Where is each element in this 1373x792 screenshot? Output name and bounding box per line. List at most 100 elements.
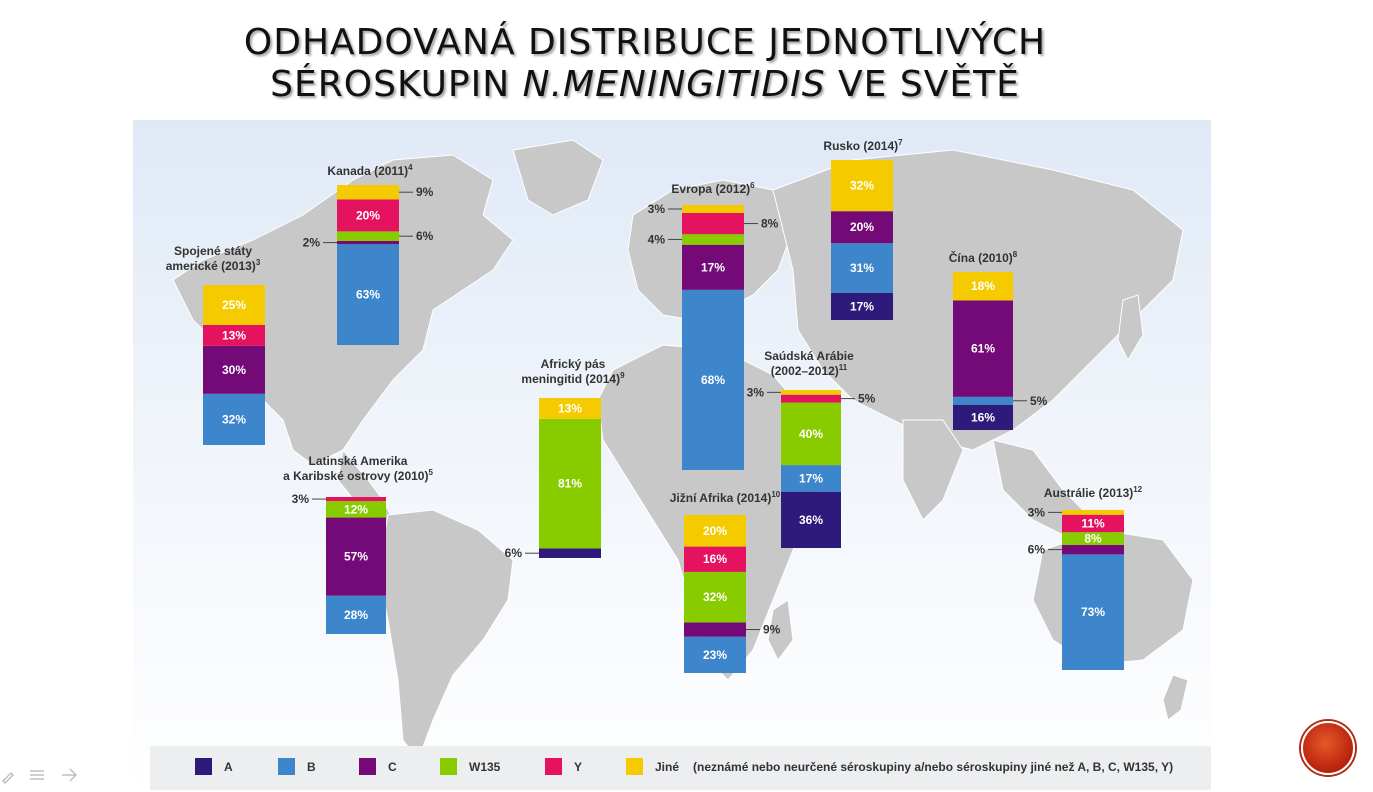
legend-label-y: Y [574,759,583,774]
region-label-sup: 5 [428,468,433,477]
segment-label: 30% [222,363,246,377]
callout-label: 5% [1030,394,1048,408]
region-label-line1: Saúdská Arábie [764,349,854,363]
legend-note: (neznámé nebo neurčené séroskupiny a/neb… [693,759,1174,774]
region-label-text: Evropa (2012) [671,182,750,196]
segment-label: 28% [344,608,368,622]
region-label-line1: Spojené státy [174,244,252,258]
callout-label: 3% [292,492,310,506]
segment-label: 20% [703,524,727,538]
region-label-sup: 10 [771,490,780,499]
legend-label-b: B [307,759,316,774]
bar-segment-b [684,636,746,673]
region-7: Rusko (2014)7 32% 20% 31% 17% [823,138,903,320]
region-label: Jižní Afrika (2014)10 [670,490,781,505]
bar-segment-w135 [1062,532,1124,545]
title-line-1: ODHADOVANÁ DISTRIBUCE JEDNOTLIVÝCH [243,22,1047,63]
bar-segment-a [953,404,1013,430]
region-label: Evropa (2012)6 [671,181,755,196]
legend-item-w135: W135 [440,758,500,775]
bar-segment-y [326,497,386,502]
callout-label: 8% [761,217,779,231]
region-label-line2: meningitid (2014) [521,372,620,386]
segment-label: 13% [222,328,246,342]
segment-label: 11% [1081,516,1105,530]
bar-segment-y [682,212,744,235]
bar-segment-c [953,300,1013,397]
bar-segment-c [337,241,399,245]
callout-label: 4% [648,232,666,246]
map-madagascar [767,599,794,661]
bar-segment-c [1062,544,1124,555]
segment-label: 8% [1084,532,1102,546]
legend-label-c: C [388,759,397,774]
menu-icon[interactable] [30,770,44,780]
map-greenland [512,139,604,216]
segment-label: 32% [703,590,727,604]
segment-label: 25% [222,298,246,312]
region-5: Jižní Afrika (2014)10 20% 16% 32% 23% 9% [670,490,781,673]
region-label-sup: 8 [1013,250,1018,259]
legend-item-c: C [359,758,397,775]
bar-segment-w135 [684,571,746,623]
bar-segment-w135 [539,418,601,549]
legend-swatch-b [278,758,295,775]
segment-label: 40% [799,427,823,441]
bar-segment-b [781,465,841,492]
legend-item-other: Jiné (neznámé nebo neurčené séroskupiny … [626,758,1173,775]
segment-label: 36% [799,513,823,527]
pen-icon[interactable] [1,771,15,785]
bar-segment-jiné [203,285,265,325]
region-label-text: Jižní Afrika (2014) [670,491,772,505]
region-label-text: Rusko (2014) [823,139,898,153]
segment-label: 17% [701,260,725,274]
slide-title: ODHADOVANÁ DISTRIBUCE JEDNOTLIVÝCH SÉROS… [130,22,1160,106]
region-label-line2: americké (2013) [166,259,256,273]
bar-segment-a [831,292,893,320]
segment-label: 17% [850,299,874,313]
callout-label: 3% [1028,505,1046,519]
title-line-2-a: SÉROSKUPIN [270,64,523,105]
bar-segment-b [203,393,265,445]
action-button[interactable] [1301,721,1355,775]
bar-segment-c [326,517,386,596]
bar-segment-jiné [337,185,399,200]
map-africa [597,344,824,681]
segment-label: 68% [701,373,725,387]
bar-segment-a [539,548,601,558]
bar-segment-jiné [682,205,744,213]
legend-item-a: A [195,758,233,775]
region-label: Spojené státy americké (2013)3 [166,244,261,273]
callout-label: 9% [763,623,781,637]
bar-segment-y [1062,514,1124,533]
segment-label: 31% [850,261,874,275]
segment-label: 63% [356,288,380,302]
bar-segment-c [203,345,265,394]
bar-segment-jiné [539,398,601,419]
legend-swatch-a [195,758,212,775]
region-9: Austrálie (2013)12 11% 8% 73% 3% 6% [1028,485,1143,670]
callout-label: 3% [747,385,765,399]
segment-label: 61% [971,342,995,356]
region-label-text: Austrálie (2013) [1044,486,1133,500]
map-south-america [377,509,514,762]
title-line-2: SÉROSKUPIN N.MENINGITIDIS VE SVĚTĚ [130,64,1160,106]
bar-segment-w135 [337,231,399,241]
region-6: Saúdská Arábie (2002–2012)11 40% 17% 36% 3% 5% [747,349,876,548]
region-label-text: Kanada (2011) [327,164,408,178]
next-arrow-icon[interactable] [62,768,78,782]
segment-label: 16% [703,552,727,566]
region-label: Čína (2010)8 [949,250,1018,265]
map-new-zealand [1162,674,1189,721]
callout-label: 6% [505,546,523,560]
bar-segment-y [781,394,841,403]
callout-label: 6% [1028,543,1046,557]
segment-label: 32% [222,412,246,426]
world-map-panel: Kanada (2011)4 63% 20% 9% 2% 6% Spojené státy a… [133,120,1211,792]
region-label: Rusko (2014)7 [823,138,903,153]
legend-item-y: Y [545,758,582,775]
stacked-bars: Kanada (2011)463%20%9%2% 6%Spojené státy a… [166,138,1143,673]
region-label-text: Čína (2010) [949,250,1013,265]
bar-segment-b [337,244,399,345]
region-label: Austrálie (2013)12 [1044,485,1143,500]
